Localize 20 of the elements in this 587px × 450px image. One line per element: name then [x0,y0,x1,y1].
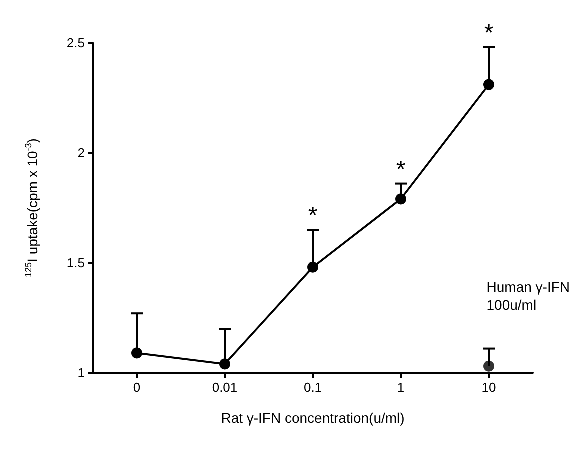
point [132,348,142,359]
x-tick-label: 0.1 [304,380,322,395]
x-tick-label: 0.01 [212,380,238,395]
annotation: Human γ-IFN 100u/ml [486,279,570,313]
y-tick-label: 2.5 [66,36,85,50]
y-axis-title: 125I uptake(cpm x 10-3) [24,138,40,278]
point [220,358,230,370]
x-tick-label: 1 [397,380,405,395]
point [396,194,406,205]
point [308,262,318,273]
y-tick-label: 2 [78,146,85,160]
y-tick-label: 1 [78,366,85,380]
annotation: * [484,20,494,47]
annotation: * [396,156,406,184]
annotation: * [308,202,318,230]
x-tick-label: 10 [482,380,496,395]
x-tick-label: 0 [133,380,141,395]
point [484,79,494,90]
y-tick-label: 1.5 [66,256,85,270]
x-axis-title: Rat γ-IFN concentration(u/ml) [221,410,405,426]
